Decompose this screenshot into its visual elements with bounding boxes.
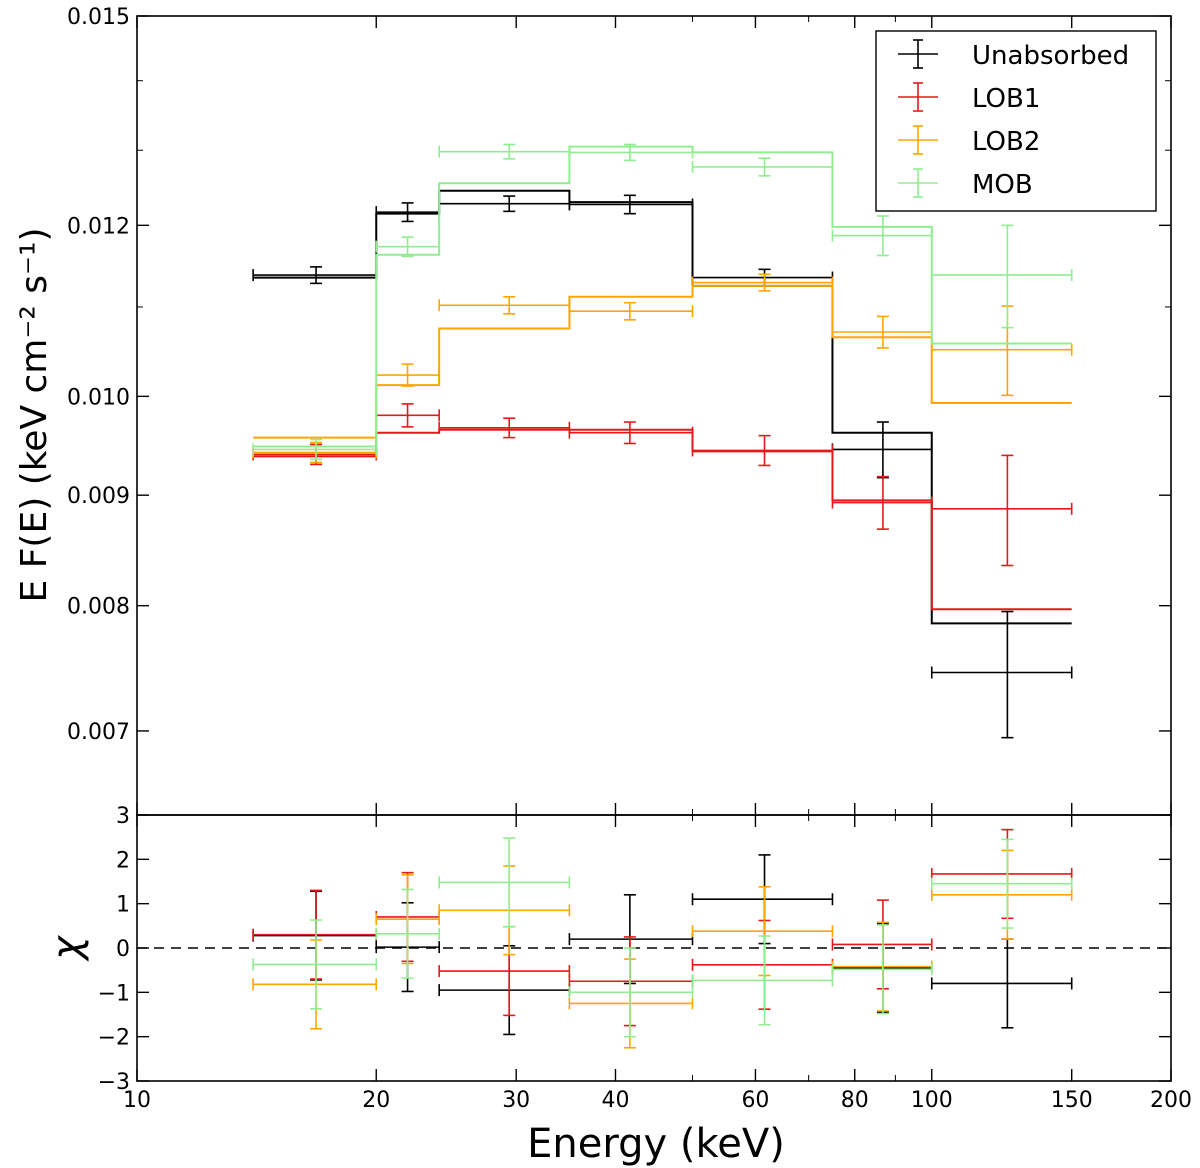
x-axis-title: Energy (keV) — [527, 1121, 785, 1167]
top-ytick-label: 0.012 — [67, 214, 130, 239]
bottom-xtick-label: 20 — [362, 1088, 390, 1113]
legend-label-unabsorbed: Unabsorbed — [972, 41, 1129, 71]
top-ytick-label: 0.010 — [67, 385, 130, 410]
bottom-ytick-label: −3 — [98, 1070, 130, 1095]
bottom-frame — [136, 814, 1172, 1082]
legend-box — [875, 30, 1157, 212]
bottom-xtick-label: 200 — [1150, 1088, 1192, 1113]
bottom-xtick-label: 10 — [123, 1088, 151, 1113]
model-step-mob — [253, 145, 1072, 448]
model-step-unabsorbed — [253, 189, 1072, 625]
top-plot-area — [252, 143, 1073, 739]
top-ytick-label: 0.008 — [67, 595, 130, 620]
top-panel: 0.007 0.008 0.009 0.010 0.012 0.015 — [67, 5, 1172, 816]
bottom-xtick-label: 60 — [741, 1088, 769, 1113]
bottom-ytick-label: −1 — [98, 981, 130, 1006]
top-ytick-label: 0.015 — [67, 5, 130, 30]
top-ytick-label: 0.009 — [67, 484, 130, 509]
legend: Unabsorbed LOB1 LOB2 MOB — [875, 30, 1157, 212]
bottom-xtick-label: 40 — [601, 1088, 629, 1113]
legend-label-mob: MOB — [972, 170, 1033, 200]
chi-axis-title: χ — [44, 935, 90, 962]
bottom-xtick-label: 100 — [911, 1088, 953, 1113]
legend-label-lob1: LOB1 — [972, 84, 1040, 114]
bottom-panel: −3 −2 −1 0 1 2 3 10 20 30 40 60 80 100 150 200 — [98, 804, 1192, 1113]
bottom-xtick-label: 150 — [1051, 1088, 1093, 1113]
y-axis-title: E F(E) (keV cm⁻² s⁻¹) — [14, 228, 55, 603]
bottom-xtick-label: 80 — [841, 1088, 869, 1113]
bottom-ytick-label: 2 — [116, 848, 130, 873]
model-step-lob2 — [253, 284, 1072, 439]
axis-titles: Energy (keV) E F(E) (keV cm⁻² s⁻¹) χ — [14, 228, 785, 1167]
bottom-ytick-label: 0 — [116, 937, 130, 962]
bottom-ytick-label: 1 — [116, 893, 130, 918]
legend-label-lob2: LOB2 — [972, 127, 1040, 157]
bottom-ytick-label: −2 — [98, 1026, 130, 1051]
top-ytick-label: 0.007 — [67, 720, 130, 745]
bottom-xtick-label: 30 — [502, 1088, 530, 1113]
bottom-plot-area — [137, 828, 1171, 1049]
bottom-ytick-label: 3 — [116, 804, 130, 829]
